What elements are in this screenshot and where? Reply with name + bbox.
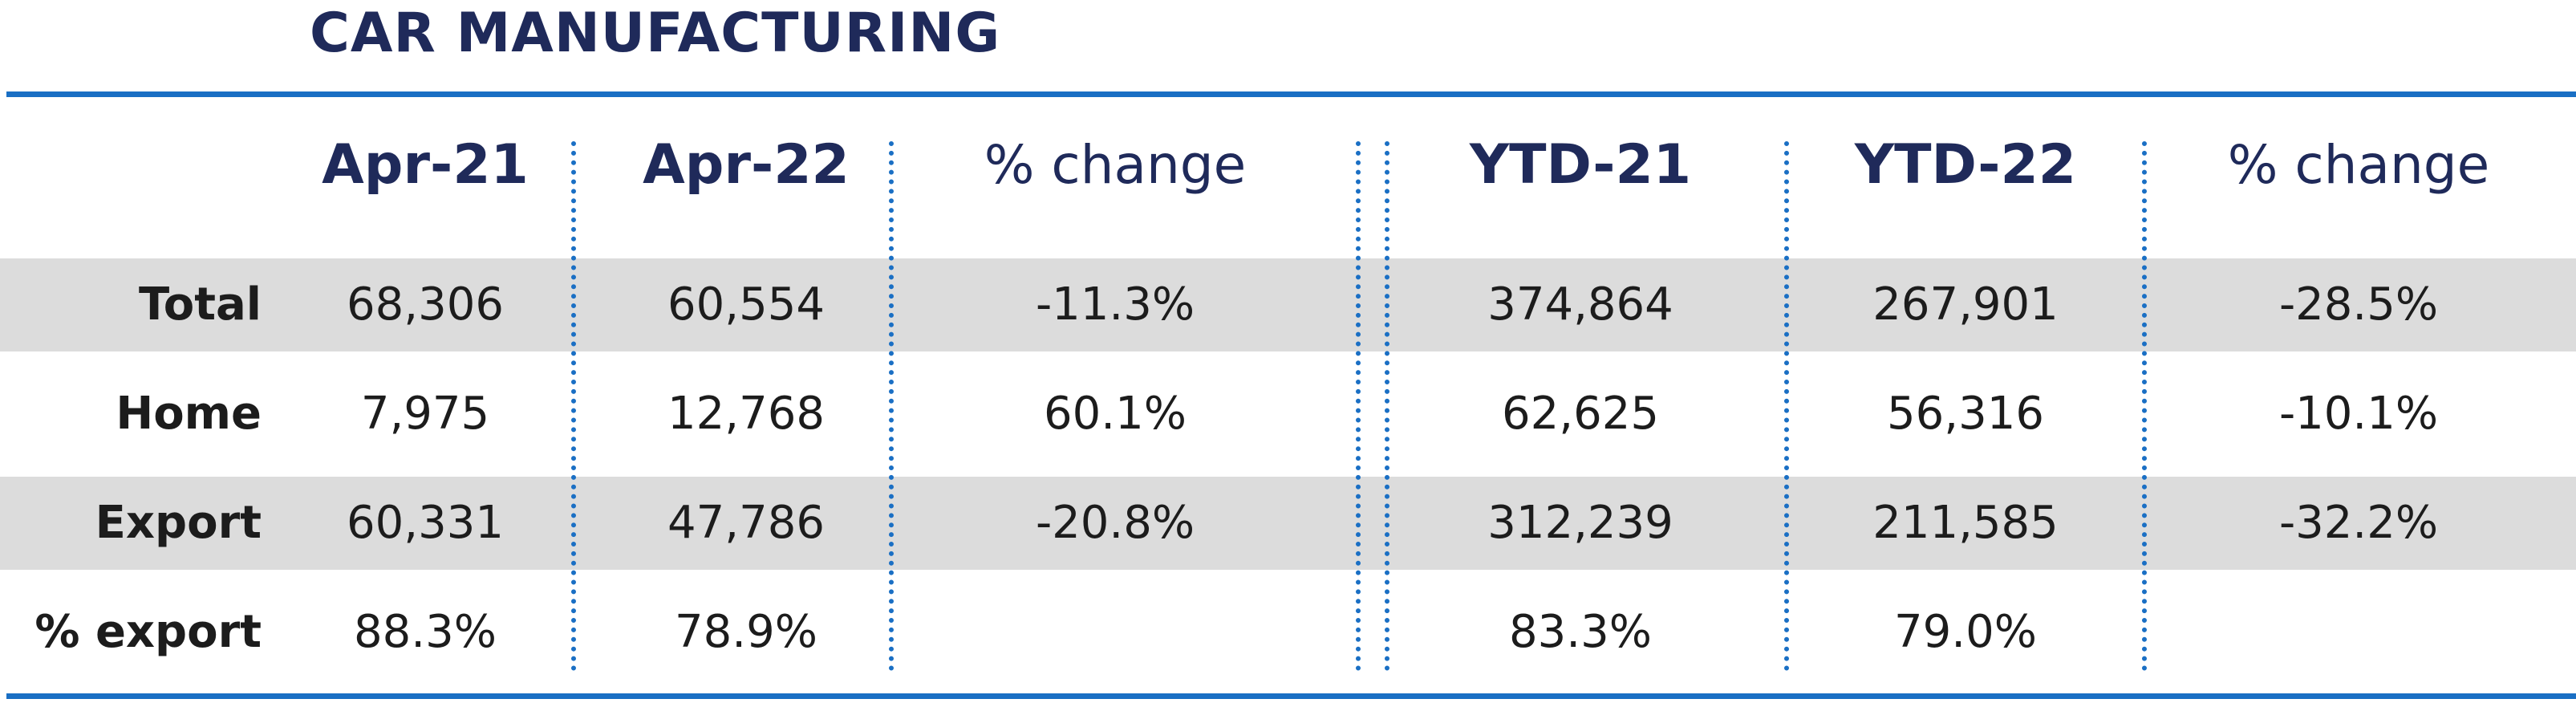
table-cell: 12,768 <box>667 388 825 440</box>
table-cell: -10.1% <box>2278 388 2439 440</box>
table-cell: 374,864 <box>1487 278 1673 331</box>
table-cell: -20.8% <box>1035 497 1195 549</box>
column-header: Apr-22 <box>643 133 850 197</box>
column-header: YTD-21 <box>1469 133 1692 197</box>
table-cell: 88.3% <box>354 606 497 658</box>
column-separator <box>1356 141 1361 671</box>
column-header: % change <box>2227 134 2490 196</box>
table-cell: 78.9% <box>675 606 817 658</box>
page-title: CAR MANUFACTURING <box>310 2 1001 65</box>
column-separator <box>889 141 894 671</box>
column-separator <box>1784 141 1789 671</box>
column-header: % change <box>984 134 1247 196</box>
row-label: % export <box>34 606 262 658</box>
row-label: Export <box>95 497 262 549</box>
table-cell: 79.0% <box>1894 606 2037 658</box>
table-cell <box>947 586 1284 679</box>
table-cell: 60,554 <box>667 278 825 331</box>
column-header: YTD-22 <box>1854 133 2077 197</box>
table-cell: 83.3% <box>1509 606 1652 658</box>
table-cell: 7,975 <box>360 388 490 440</box>
table-cell: 68,306 <box>347 278 504 331</box>
row-label: Home <box>116 388 262 440</box>
row-label: Total <box>139 278 262 331</box>
top-divider <box>6 91 2576 97</box>
table-cell: 47,786 <box>667 497 825 549</box>
column-separator <box>1385 141 1389 671</box>
table-cell: -32.2% <box>2278 497 2439 549</box>
table-cell <box>2182 586 2535 679</box>
column-separator <box>571 141 576 671</box>
table-cell: 211,585 <box>1872 497 2059 549</box>
bottom-divider <box>6 693 2576 699</box>
table-cell: 312,239 <box>1487 497 1673 549</box>
table-cell: -11.3% <box>1035 278 1195 331</box>
column-separator <box>2142 141 2147 671</box>
table-cell: -28.5% <box>2278 278 2439 331</box>
column-header: Apr-21 <box>322 133 529 197</box>
table-cell: 56,316 <box>1887 388 2044 440</box>
table-cell: 62,625 <box>1502 388 1659 440</box>
table-cell: 60,331 <box>347 497 504 549</box>
table-cell: 267,901 <box>1872 278 2059 331</box>
table-cell: 60.1% <box>1044 388 1187 440</box>
